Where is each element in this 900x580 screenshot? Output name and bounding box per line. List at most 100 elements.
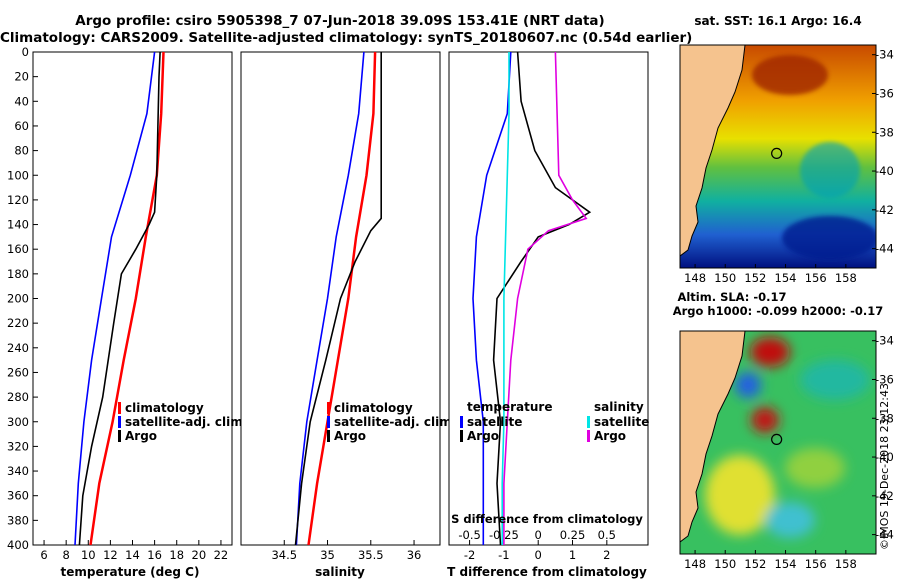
temperature-plot-frame <box>32 51 233 546</box>
sla-map-frame <box>679 330 877 555</box>
imos-credit: ©IMOS 19-Dec-2018 23:12:43 <box>878 383 891 550</box>
x-tick-label: 1 <box>569 548 576 562</box>
difference-x-label: T difference from climatology <box>447 565 647 579</box>
x-tick-label: 34.5 <box>271 548 297 562</box>
chart-title-line2: Climatology: CARS2009. Satellite-adjuste… <box>0 30 693 46</box>
sla-map-title: Altim. SLA: -0.17 <box>677 290 786 304</box>
x-tick-label: 10 <box>81 548 96 562</box>
salinity-legend: climatology satellite-adj. clim. Argo <box>327 401 456 443</box>
temperature-y-axis: 0 20 40 60 80 100 120 140 160 180 200 220 240 260 280 3… <box>7 45 38 552</box>
lat-tick-label: -38 <box>875 125 894 139</box>
s-tick-label: 0.5 <box>598 528 616 542</box>
x-tick-label: 0 <box>535 548 542 562</box>
y-tick-label: 200 <box>7 292 29 306</box>
y-tick-label: 340 <box>7 464 29 478</box>
temperature-legend: climatology satellite-adj. clim. Argo <box>118 401 247 443</box>
sla-map-subtitle: Argo h1000: -0.099 h2000: -0.17 <box>673 304 884 318</box>
difference-x-axis: -2 -1 0 1 2 <box>464 540 610 562</box>
x-tick-label: 35 <box>320 548 335 562</box>
difference-legend-salinity: salinity satellite Argo <box>587 400 649 443</box>
lat-tick-label: -44 <box>875 528 894 542</box>
sla-high-south <box>705 455 775 535</box>
salinity-panel: 34.5 35 35.5 36 salinity climatology satell… <box>240 51 456 579</box>
legend-label-s-satellite: satellite <box>594 415 649 429</box>
s-tick-label: -0.5 <box>458 528 480 542</box>
y-tick-label: 260 <box>7 365 29 379</box>
y-tick-label: 220 <box>7 316 29 330</box>
x-tick-label: 12 <box>103 548 118 562</box>
legend-label-climatology: climatology <box>125 401 204 415</box>
lon-tick-label: 154 <box>775 557 797 571</box>
lon-tick-label: 152 <box>744 557 766 571</box>
series-line-climatology <box>89 51 165 546</box>
y-tick-label: 0 <box>22 45 29 59</box>
sst-argo-position-marker <box>771 147 783 159</box>
sla-anomaly-features <box>705 337 870 538</box>
legend-label-s-argo: Argo <box>594 429 626 443</box>
s-tick-label: 0 <box>535 528 542 542</box>
sla-coastline <box>680 331 746 543</box>
temperature-x-axis: 6 8 10 12 14 16 18 20 22 <box>40 540 228 562</box>
lat-tick-label: -40 <box>875 450 894 464</box>
legend-swatch-s-satellite <box>587 416 590 428</box>
series-line-satellite-adj-clim- <box>295 51 365 546</box>
legend-label-argo: Argo <box>125 429 157 443</box>
sla-argo-position-marker <box>771 433 783 445</box>
y-tick-label: 80 <box>14 144 29 158</box>
legend-swatch-argo <box>118 430 121 442</box>
legend-label-t-satellite: satellite <box>467 415 522 429</box>
x-tick-label: 14 <box>125 548 140 562</box>
sst-coastline <box>680 45 746 257</box>
series-line-satellite-adj-clim- <box>74 51 156 546</box>
legend-label-satellite: satellite-adj. clim. <box>125 415 247 429</box>
series-line-salinity-satellite <box>501 52 510 545</box>
series-line-argo <box>294 52 383 546</box>
x-tick-label: 18 <box>169 548 184 562</box>
sst-lon-axis: 148 150 152 154 156 158 <box>684 264 857 285</box>
difference-s-label: S difference from climatology <box>451 512 643 526</box>
sla-low-west <box>735 372 761 398</box>
x-tick-label: 22 <box>214 548 229 562</box>
lon-tick-label: 150 <box>714 271 736 285</box>
legend-swatch-t-satellite <box>460 416 463 428</box>
difference-panel: -2 -1 0 1 2 -0.5 -0.25 0 0.25 0.5 S difference f… <box>447 51 649 579</box>
x-tick-label: 36 <box>407 548 422 562</box>
lon-tick-label: 156 <box>805 271 827 285</box>
lat-tick-label: -36 <box>875 86 894 100</box>
y-tick-label: 40 <box>14 94 29 108</box>
lon-tick-label: 150 <box>714 557 736 571</box>
lat-tick-label: -38 <box>875 411 894 425</box>
sst-cold-water <box>782 216 876 260</box>
sst-cool-patch <box>800 142 860 198</box>
legend-swatch-t-argo <box>460 430 463 442</box>
salinity-series <box>294 51 383 546</box>
sla-high-center <box>751 407 779 433</box>
series-line-temperature-satellite <box>472 51 512 545</box>
x-tick-label: 35.5 <box>358 548 384 562</box>
lat-tick-label: -34 <box>875 334 894 348</box>
legend-label-t-argo: Argo <box>467 429 499 443</box>
difference-plot-frame <box>448 51 649 546</box>
temperature-panel: 0 20 40 60 80 100 120 140 160 180 200 220 240 260 280 3… <box>7 45 247 579</box>
x-tick-label: -2 <box>464 548 475 562</box>
lon-tick-label: 158 <box>835 271 857 285</box>
sst-warm-eddy <box>752 55 828 95</box>
y-tick-label: 120 <box>7 193 29 207</box>
legend-swatch-s-argo <box>587 430 590 442</box>
difference-s-axis: -0.5 -0.25 0 0.25 0.5 <box>458 528 616 542</box>
legend-swatch-argo <box>327 430 330 442</box>
y-tick-label: 20 <box>14 70 29 84</box>
y-tick-label: 300 <box>7 415 29 429</box>
y-tick-label: 140 <box>7 218 29 232</box>
y-tick-label: 160 <box>7 242 29 256</box>
legend-label-satellite: satellite-adj. clim. <box>334 415 456 429</box>
y-tick-label: 240 <box>7 341 29 355</box>
x-tick-label: 20 <box>192 548 207 562</box>
x-tick-label: 8 <box>63 548 70 562</box>
y-tick-label: 60 <box>14 119 29 133</box>
sla-mid-east <box>800 360 870 400</box>
series-line-salinity-argo <box>503 51 588 545</box>
difference-series <box>472 51 592 546</box>
sst-map-image <box>680 45 876 268</box>
